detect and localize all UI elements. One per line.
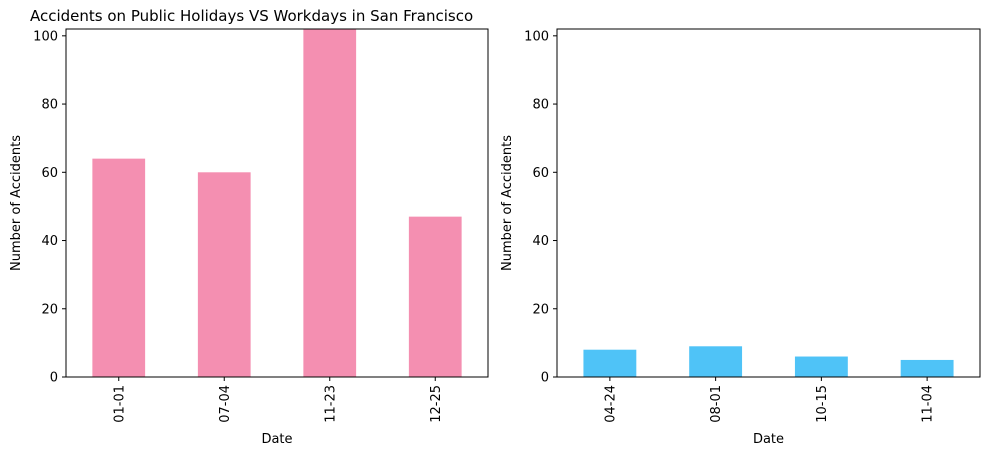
holidays-xtick-label: 12-25 [429, 385, 444, 423]
workdays-bar-04-24 [583, 349, 637, 377]
workdays-ytick-label: 40 [532, 234, 549, 249]
workdays-y-axis-label: Number of Accidents [500, 135, 515, 271]
holidays-chart-panel: 0 20 40 60 80 100 01-01 07-04 11-23 12-25 Date Numb… [9, 28, 489, 447]
workdays-ytick-label: 20 [532, 302, 549, 317]
chart-title: Accidents on Public Holidays VS Workdays… [30, 7, 473, 25]
holidays-ytick-label: 0 [50, 371, 58, 386]
workdays-bar-11-04 [900, 359, 954, 377]
holidays-ytick-label: 20 [41, 302, 58, 317]
workdays-ytick-label: 100 [524, 29, 549, 44]
holidays-ytick-label: 40 [41, 234, 58, 249]
holidays-bar-12-25 [408, 216, 462, 377]
holidays-bar-11-23 [303, 29, 357, 377]
workdays-ytick-label: 60 [532, 166, 549, 181]
workdays-xtick-label: 08-01 [709, 385, 724, 423]
workdays-xtick-label: 10-15 [815, 385, 830, 423]
holidays-xtick-label: 01-01 [112, 385, 127, 423]
workdays-xtick-label: 04-24 [603, 385, 618, 423]
holidays-ytick-label: 60 [41, 166, 58, 181]
holidays-ytick-label: 100 [33, 29, 58, 44]
workdays-xtick-label: 11-04 [921, 385, 936, 423]
holidays-bar-01-01 [92, 158, 146, 377]
holidays-axes-frame [65, 28, 489, 378]
holidays-bar-07-04 [197, 172, 251, 377]
workdays-ytick-label: 80 [532, 98, 549, 113]
workdays-bar-08-01 [689, 346, 743, 377]
workdays-ytick-label: 0 [541, 371, 549, 386]
holidays-x-axis-label: Date [261, 432, 292, 447]
holidays-xtick-label: 11-23 [323, 385, 338, 423]
workdays-x-axis-label: Date [753, 432, 784, 447]
holidays-y-axis-label: Number of Accidents [9, 135, 24, 271]
holidays-xtick-label: 07-04 [218, 385, 233, 423]
workdays-bar-10-15 [794, 356, 848, 377]
workdays-axes-frame [556, 28, 981, 378]
holidays-ytick-label: 80 [41, 98, 58, 113]
workdays-chart-panel: 0 20 40 60 80 100 04-24 08-01 10-15 11-04 Date Numb… [500, 28, 981, 447]
